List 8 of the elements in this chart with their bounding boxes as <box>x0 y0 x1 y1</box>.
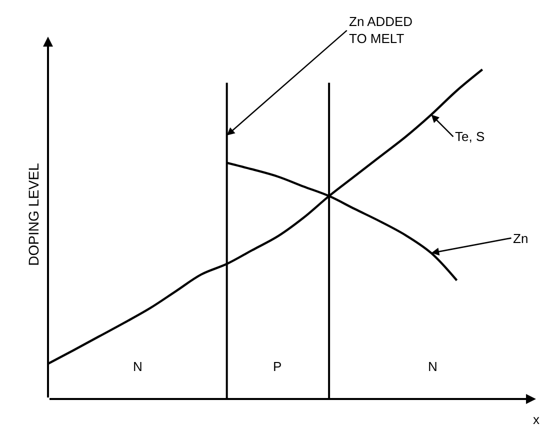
text: Te, S <box>455 129 485 144</box>
annotation: P <box>273 359 282 374</box>
x-axis-title: x <box>533 412 540 427</box>
text: Zn <box>513 231 528 246</box>
text: Zn ADDED TO MELT <box>349 14 413 46</box>
annotation: N <box>428 359 438 374</box>
annotation: N <box>133 359 142 374</box>
y-axis-title: DOPING LEVEL <box>26 162 42 266</box>
